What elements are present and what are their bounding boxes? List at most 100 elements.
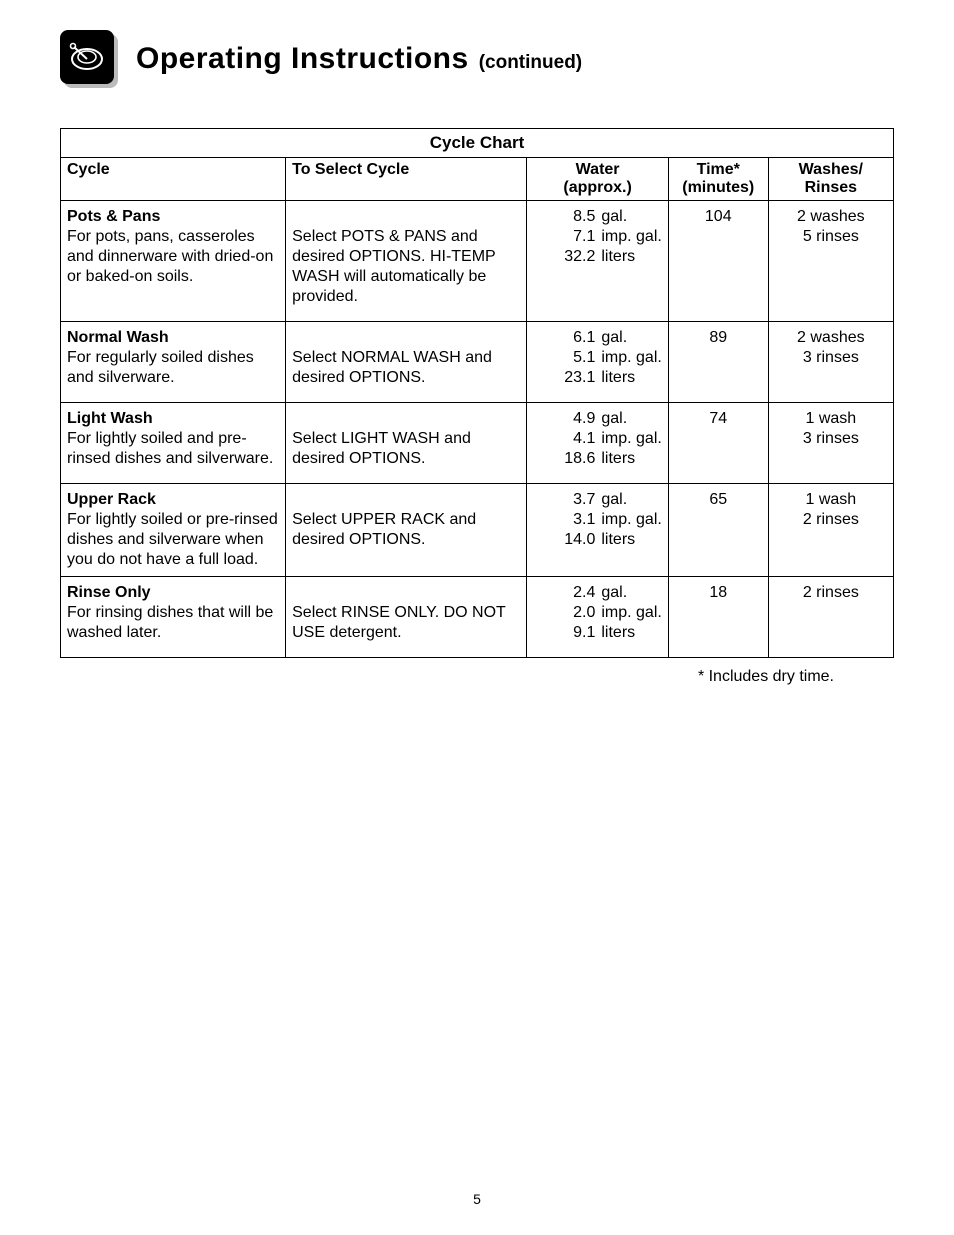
water-liters-unit: liters — [601, 247, 661, 267]
col-time: Time* (minutes) — [668, 158, 768, 201]
water-imp-unit: imp. gal. — [601, 510, 661, 530]
cycle-desc: For lightly soiled or pre-rinsed dishes … — [67, 511, 278, 568]
cycle-name: Light Wash — [67, 410, 153, 427]
cell-washes-rinses: 2 washes3 rinses — [768, 322, 893, 403]
cycle-desc: For pots, pans, casseroles and dinnerwar… — [67, 228, 273, 285]
cell-time: 65 — [668, 484, 768, 577]
cycle-chart: Cycle Chart Cycle To Select Cycle Water … — [60, 128, 894, 658]
water-gal-unit: gal. — [601, 328, 661, 348]
water-imp-num: 3.1 — [547, 510, 595, 530]
col-time-l1: Time* — [697, 161, 740, 178]
header: Operating Instructions (continued) — [60, 30, 894, 88]
cell-time: 104 — [668, 201, 768, 322]
water-imp-num: 7.1 — [547, 227, 595, 247]
cell-cycle: Upper Rack For lightly soiled or pre-rins… — [61, 484, 286, 577]
select-text: Select LIGHT WASH and desired OPTIONS. — [292, 430, 471, 467]
water-gal-num: 4.9 — [547, 409, 595, 429]
wr-line: 2 washes — [797, 329, 865, 346]
water-liters-unit: liters — [601, 368, 661, 388]
cell-water: 2.4 gal. 2.0 imp. gal. 9.1 liters — [527, 577, 668, 658]
select-text: Select UPPER RACK and desired OPTIONS. — [292, 511, 476, 548]
select-text: Select POTS & PANS and desired OPTIONS. … — [292, 228, 495, 305]
cycle-desc: For regularly soiled dishes and silverwa… — [67, 349, 254, 386]
title-sub: (continued) — [479, 52, 582, 74]
cycle-name: Pots & Pans — [67, 208, 160, 225]
cell-water: 4.9 gal. 4.1 imp. gal. 18.6 liters — [527, 403, 668, 484]
table-row: Pots & Pans For pots, pans, casseroles an… — [61, 201, 893, 322]
cell-time: 89 — [668, 322, 768, 403]
wr-line: 2 rinses — [803, 511, 859, 528]
water-liters-num: 18.6 — [547, 449, 595, 469]
col-wr: Washes/ Rinses — [768, 158, 893, 201]
col-cycle: Cycle — [61, 158, 286, 201]
water-gal-num: 6.1 — [547, 328, 595, 348]
water-gal-unit: gal. — [601, 207, 661, 227]
cell-time: 18 — [668, 577, 768, 658]
cell-washes-rinses: 2 washes 5 rinses — [768, 201, 893, 322]
cycle-name: Upper Rack — [67, 491, 156, 508]
cell-select: Select POTS & PANS and desired OPTIONS. … — [286, 201, 527, 322]
wr-line: 1 wash — [805, 410, 856, 427]
water-imp-num: 4.1 — [547, 429, 595, 449]
cycle-desc: For lightly soiled and pre-rinsed dishes… — [67, 430, 273, 467]
cell-time: 74 — [668, 403, 768, 484]
cell-washes-rinses: 1 wash 2 rinses — [768, 484, 893, 577]
water-liters-unit: liters — [601, 623, 661, 643]
title-main: Operating Instructions — [136, 42, 469, 76]
water-gal-unit: gal. — [601, 409, 661, 429]
cell-select: Select NORMAL WASH and desired OPTIONS. — [286, 322, 527, 403]
water-liters-num: 32.2 — [547, 247, 595, 267]
col-wr-l2: Rinses — [805, 179, 857, 196]
cell-select: Select RINSE ONLY. DO NOT USE detergent. — [286, 577, 527, 658]
water-gal-num: 3.7 — [547, 490, 595, 510]
cell-washes-rinses: 2 rinses — [768, 577, 893, 658]
table-row: Normal WashFor regularly soiled dishes a… — [61, 322, 893, 403]
dishwasher-icon — [60, 30, 118, 88]
col-water: Water (approx.) — [527, 158, 668, 201]
water-gal-unit: gal. — [601, 583, 661, 603]
water-liters-num: 23.1 — [547, 368, 595, 388]
col-wr-l1: Washes/ — [799, 161, 863, 178]
water-imp-unit: imp. gal. — [601, 603, 661, 623]
page-number: 5 — [0, 1191, 954, 1207]
wr-line: 2 rinses — [803, 584, 859, 601]
col-water-l2: (approx.) — [563, 179, 631, 196]
wr-line: 3 rinses — [803, 430, 859, 447]
water-gal-num: 8.5 — [547, 207, 595, 227]
table-row: Light Wash For lightly soiled and pre-rin… — [61, 403, 893, 484]
cell-water: 6.1gal.5.1imp. gal.23.1liters — [527, 322, 668, 403]
cell-select: Select LIGHT WASH and desired OPTIONS. — [286, 403, 527, 484]
cycle-table: Cycle To Select Cycle Water (approx.) Ti… — [61, 158, 893, 657]
water-liters-unit: liters — [601, 449, 661, 469]
water-imp-num: 5.1 — [547, 348, 595, 368]
water-gal-num: 2.4 — [547, 583, 595, 603]
cycle-name: Rinse Only — [67, 584, 151, 601]
page: Operating Instructions (continued) Cycle… — [0, 0, 954, 1235]
cell-cycle: Normal WashFor regularly soiled dishes a… — [61, 322, 286, 403]
water-liters-num: 9.1 — [547, 623, 595, 643]
water-imp-unit: imp. gal. — [601, 429, 661, 449]
cell-cycle: Rinse Only For rinsing dishes that will b… — [61, 577, 286, 658]
wr-line: 2 washes — [797, 208, 865, 225]
col-select: To Select Cycle — [286, 158, 527, 201]
water-liters-num: 14.0 — [547, 530, 595, 550]
wr-line: 1 wash — [805, 491, 856, 508]
footnote: * Includes dry time. — [60, 668, 894, 686]
page-title: Operating Instructions (continued) — [136, 42, 582, 76]
table-row: Upper Rack For lightly soiled or pre-rins… — [61, 484, 893, 577]
water-imp-num: 2.0 — [547, 603, 595, 623]
wr-line: 5 rinses — [803, 228, 859, 245]
table-header-row: Cycle To Select Cycle Water (approx.) Ti… — [61, 158, 893, 201]
cell-washes-rinses: 1 wash 3 rinses — [768, 403, 893, 484]
col-time-l2: (minutes) — [682, 179, 754, 196]
table-row: Rinse Only For rinsing dishes that will b… — [61, 577, 893, 658]
water-gal-unit: gal. — [601, 490, 661, 510]
col-water-l1: Water — [576, 161, 620, 178]
cell-cycle: Pots & Pans For pots, pans, casseroles an… — [61, 201, 286, 322]
cell-water: 8.5gal.7.1imp. gal.32.2liters — [527, 201, 668, 322]
chart-title: Cycle Chart — [61, 129, 893, 158]
water-liters-unit: liters — [601, 530, 661, 550]
select-text: Select RINSE ONLY. DO NOT USE detergent. — [292, 604, 505, 641]
cell-water: 3.7 gal. 3.1 imp. gal. 14.0 liters — [527, 484, 668, 577]
cycle-desc: For rinsing dishes that will be washed l… — [67, 604, 273, 641]
